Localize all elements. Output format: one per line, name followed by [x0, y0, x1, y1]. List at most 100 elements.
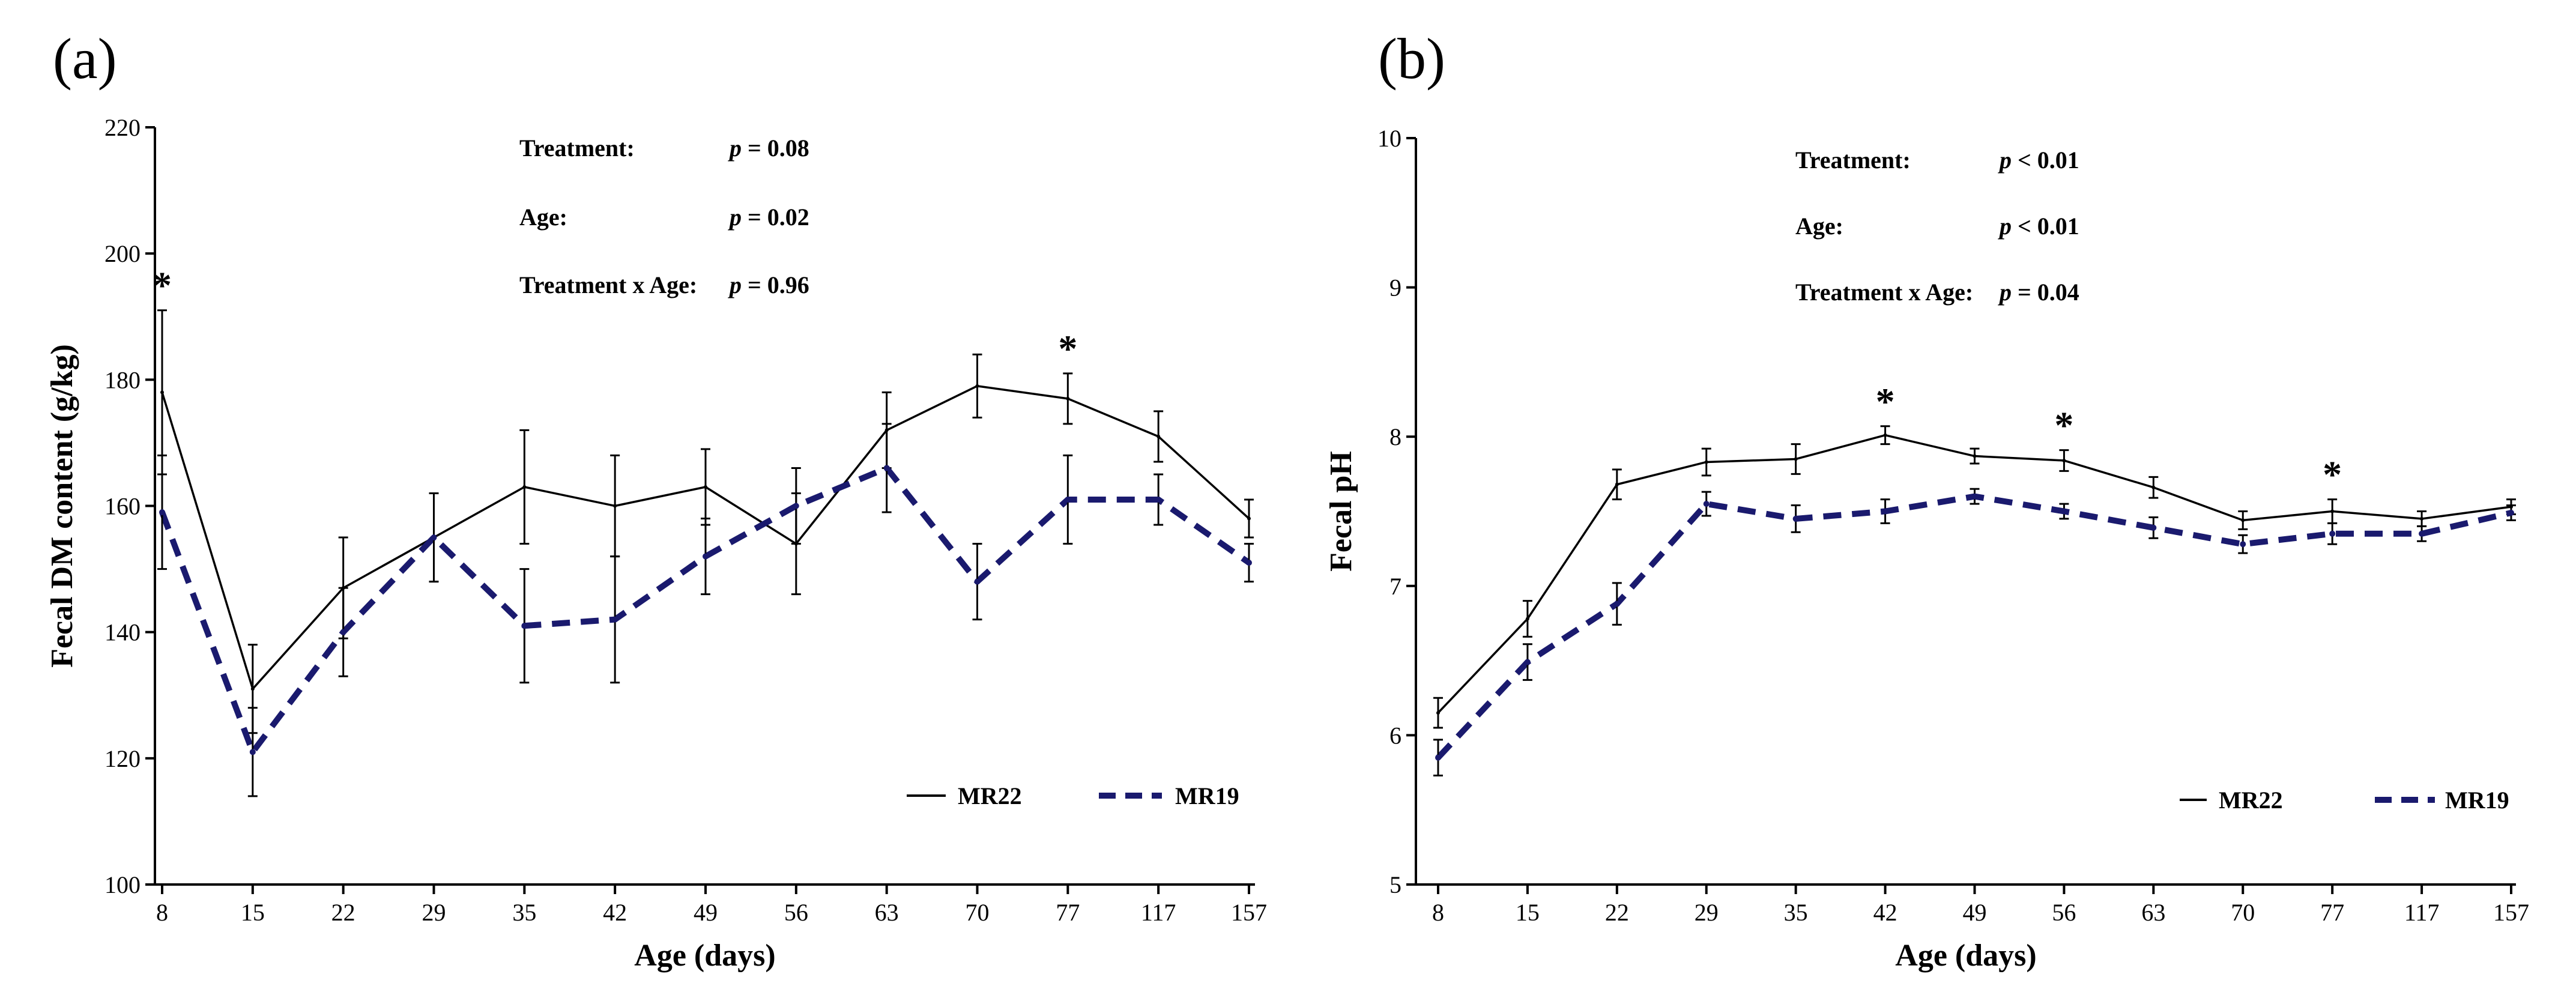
data-point	[613, 504, 617, 508]
stats-p-symbol: p	[1998, 147, 2012, 174]
data-point	[160, 390, 164, 395]
data-point	[2240, 541, 2246, 548]
data-point	[703, 553, 709, 560]
data-point	[1971, 493, 1978, 500]
data-point	[1066, 396, 1070, 401]
data-point	[974, 578, 981, 585]
stats-label: Age:	[1795, 213, 1843, 240]
x-tick-label: 70	[966, 899, 990, 926]
x-tick-label: 63	[2141, 899, 2165, 926]
stats-p-rest: = 0.04	[2012, 279, 2079, 306]
significance-asterisk: *	[1876, 380, 1895, 423]
data-point	[1246, 560, 1252, 566]
data-point	[1794, 457, 1798, 461]
x-tick-label: 42	[603, 899, 627, 926]
y-tick-label: 5	[1389, 871, 1401, 898]
significance-asterisk: *	[2323, 453, 2342, 496]
y-tick-label: 120	[104, 745, 141, 772]
data-point	[975, 384, 979, 388]
x-tick-label: 22	[331, 899, 355, 926]
data-point	[2329, 530, 2336, 537]
stats-value: p < 0.01	[1998, 147, 2079, 174]
x-tick-label: 56	[784, 899, 808, 926]
significance-asterisk: *	[1058, 327, 1077, 370]
x-tick-label: 70	[2231, 899, 2255, 926]
stats-label: Treatment x Age:	[519, 271, 697, 298]
y-tick-label: 7	[1389, 573, 1401, 600]
data-point	[2508, 509, 2514, 516]
stats-value: p = 0.02	[728, 204, 809, 231]
chart-panel-a: (a) 100 120 140 160 180 200 220 8 15 22 29 35 42 49 56 6…	[45, 26, 1267, 973]
data-point	[704, 485, 707, 489]
x-tick-label: 42	[1873, 899, 1897, 926]
x-tick-label: 63	[875, 899, 899, 926]
x-tick-label: 29	[1695, 899, 1719, 926]
data-point	[1247, 516, 1251, 521]
y-tick-label: 6	[1389, 722, 1401, 749]
series-line-mr19	[1436, 493, 2512, 760]
data-point	[1704, 460, 1708, 464]
data-point	[2150, 524, 2157, 531]
data-point	[250, 687, 255, 691]
data-point	[1435, 754, 1441, 761]
x-tick-label: 29	[422, 899, 446, 926]
stats-p-symbol: p	[728, 204, 742, 231]
x-axis-title: Age (days)	[634, 939, 775, 973]
x-tick-label: 77	[2320, 899, 2344, 926]
data-point	[1792, 515, 1799, 522]
y-tick-label: 220	[104, 114, 141, 141]
data-point	[1065, 496, 1071, 503]
y-tick-label: 200	[104, 240, 141, 267]
x-axis-title: Age (days)	[1895, 939, 2036, 973]
data-point	[2330, 509, 2335, 513]
data-point	[1524, 659, 1531, 665]
stats-p-symbol: p	[1998, 213, 2012, 240]
y-axis-title: Fecal pH	[1324, 451, 1358, 572]
x-tick-label: 117	[1141, 899, 1176, 926]
legend-label: MR19	[1175, 782, 1239, 809]
data-point	[249, 749, 256, 755]
stats-p-rest: = 0.96	[742, 271, 809, 298]
data-point	[2062, 458, 2066, 462]
x-tick-label: 157	[2493, 899, 2529, 926]
stats-value: p = 0.96	[728, 271, 809, 298]
data-point	[2419, 530, 2425, 537]
y-tick-label: 160	[104, 493, 141, 520]
stats-p-rest: = 0.02	[742, 204, 809, 231]
y-tick-label: 140	[104, 619, 141, 646]
legend-label: MR22	[2219, 787, 2283, 814]
stats-p-rest: < 0.01	[2012, 213, 2079, 240]
x-tick-label: 15	[241, 899, 265, 926]
data-point	[1883, 433, 1887, 437]
data-point	[793, 503, 799, 509]
data-point	[2061, 508, 2067, 515]
y-tick-label: 10	[1377, 125, 1401, 152]
x-tick-label: 157	[1231, 899, 1267, 926]
stats-label: Age:	[519, 204, 567, 231]
x-tick-label: 56	[2052, 899, 2076, 926]
stats-p-symbol: p	[1998, 279, 2012, 306]
data-point	[2151, 485, 2156, 489]
data-point	[2241, 518, 2245, 522]
panel-label: (b)	[1378, 26, 1445, 91]
data-point	[1525, 617, 1529, 621]
data-point	[1703, 501, 1710, 507]
legend-label: MR22	[958, 782, 1022, 809]
data-point	[2420, 516, 2424, 521]
stats-p-rest: < 0.01	[2012, 147, 2079, 174]
stats-p-symbol: p	[728, 135, 742, 162]
y-tick-label: 100	[104, 871, 141, 898]
data-point	[1615, 482, 1619, 486]
x-tick-label: 8	[156, 899, 168, 926]
x-tick-label: 49	[1963, 899, 1987, 926]
y-axis-title: Fecal DM content (g/kg)	[45, 344, 79, 668]
data-point	[612, 616, 618, 623]
data-point	[340, 629, 346, 635]
data-point	[159, 509, 165, 516]
stats-label: Treatment:	[1795, 147, 1911, 174]
legend-label: MR19	[2445, 787, 2509, 814]
data-point	[1155, 496, 1162, 503]
data-point	[521, 623, 528, 629]
